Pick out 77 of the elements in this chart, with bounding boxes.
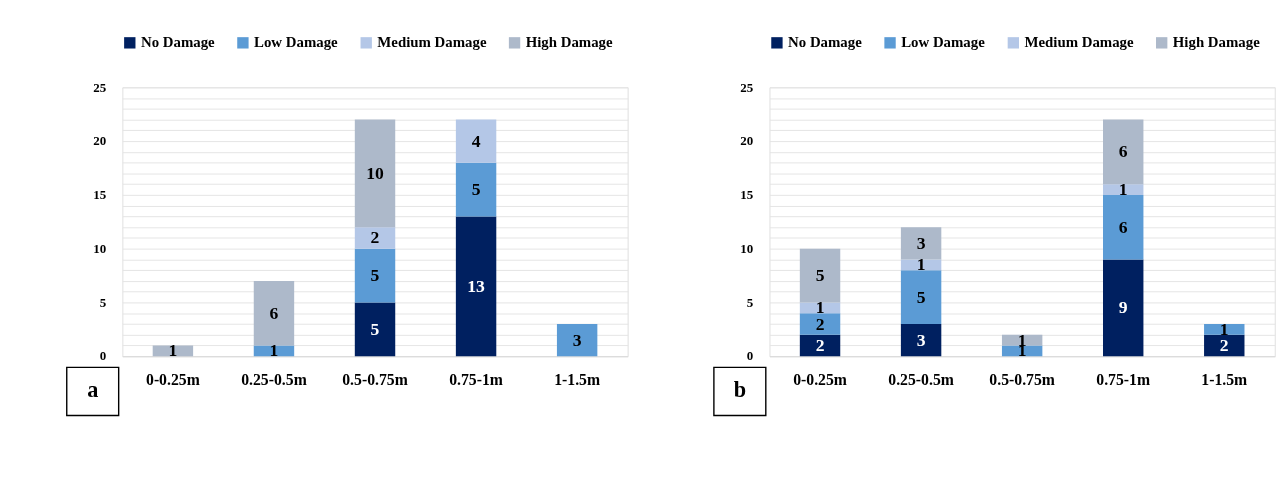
bar (1103, 119, 1144, 185)
data-label: 1 (916, 254, 926, 275)
x-tick-label: 1-1.5m (554, 371, 601, 389)
x-tick-label: 0.5-0.75m (342, 371, 408, 389)
bar (900, 323, 942, 357)
x-tick-label: 0.75-1m (449, 371, 503, 389)
data-label: 5 (370, 318, 380, 339)
legend-label: No Damage (140, 34, 216, 51)
x-tick-label: 0.5-0.75m (989, 371, 1055, 389)
data-label: 5 (815, 265, 825, 286)
y-tick-label: 10 (93, 240, 107, 256)
legend-label: High Damage (1172, 34, 1261, 51)
legend-label: Medium Damage (1024, 34, 1135, 51)
bar (354, 227, 396, 249)
bar (354, 302, 396, 357)
text: a (87, 377, 99, 403)
data-label: 9 (1118, 297, 1128, 318)
legend-label: Low Damage (254, 34, 339, 51)
bar (354, 248, 396, 303)
text: b (733, 377, 747, 403)
data-label: 3 (916, 329, 926, 350)
data-label: 6 (269, 302, 279, 323)
bar (799, 248, 841, 303)
bar (455, 119, 497, 163)
x-tick-label: 1-1.5m (1201, 371, 1248, 389)
y-tick-label: 25 (93, 79, 107, 95)
y-tick-label: 0 (746, 348, 754, 364)
x-tick-label: 0-0.25m (793, 371, 847, 389)
y-tick-label: 20 (740, 133, 754, 149)
legend-label: Low Damage (901, 34, 986, 51)
data-label: 5 (370, 265, 380, 286)
data-label: 3 (916, 232, 926, 253)
y-tick-label: 0 (99, 348, 107, 364)
y-tick-label: 25 (740, 79, 754, 95)
y-tick-label: 5 (99, 294, 107, 310)
data-label: 1 (168, 340, 178, 361)
legend-label: No Damage (788, 34, 863, 51)
y-tick-label: 20 (93, 133, 107, 149)
data-label: 1 (269, 340, 279, 361)
data-label: 1 (1118, 179, 1128, 200)
data-label: 13 (467, 275, 486, 296)
legend-label: Medium Damage (377, 34, 487, 51)
bar (799, 302, 841, 314)
y-tick-label: 15 (740, 187, 754, 203)
bar (1001, 345, 1043, 357)
data-label: 5 (471, 179, 481, 200)
bar (900, 227, 942, 260)
bar (455, 162, 497, 217)
bar (799, 313, 841, 335)
bar (799, 334, 841, 357)
data-label: 6 (1118, 216, 1128, 237)
x-tick-label: 0.75-1m (1096, 371, 1151, 389)
bar (253, 280, 295, 346)
x-tick-label: 0.25-0.5m (241, 371, 307, 389)
x-tick-label: 0-0.25m (146, 371, 200, 389)
bar (1103, 259, 1144, 357)
bar (1103, 194, 1144, 260)
bar (900, 270, 942, 324)
data-label: 2 (370, 227, 380, 248)
data-label: 2 (815, 335, 825, 356)
data-label: 6 (1118, 141, 1128, 162)
legend-label: High Damage (525, 34, 614, 51)
bar (354, 119, 396, 228)
y-tick-label: 10 (740, 240, 754, 256)
data-label: 5 (916, 286, 926, 307)
bar (556, 323, 598, 357)
y-tick-label: 15 (93, 187, 107, 203)
y-tick-label: 5 (746, 294, 754, 310)
data-label: 3 (572, 329, 582, 350)
bar (1204, 334, 1245, 357)
bar (900, 259, 942, 271)
bar (455, 216, 497, 357)
data-label: 10 (366, 162, 385, 183)
bar (1103, 184, 1144, 195)
x-tick-label: 0.25-0.5m (888, 371, 954, 389)
data-label: 4 (471, 130, 481, 151)
bar (1204, 323, 1245, 335)
